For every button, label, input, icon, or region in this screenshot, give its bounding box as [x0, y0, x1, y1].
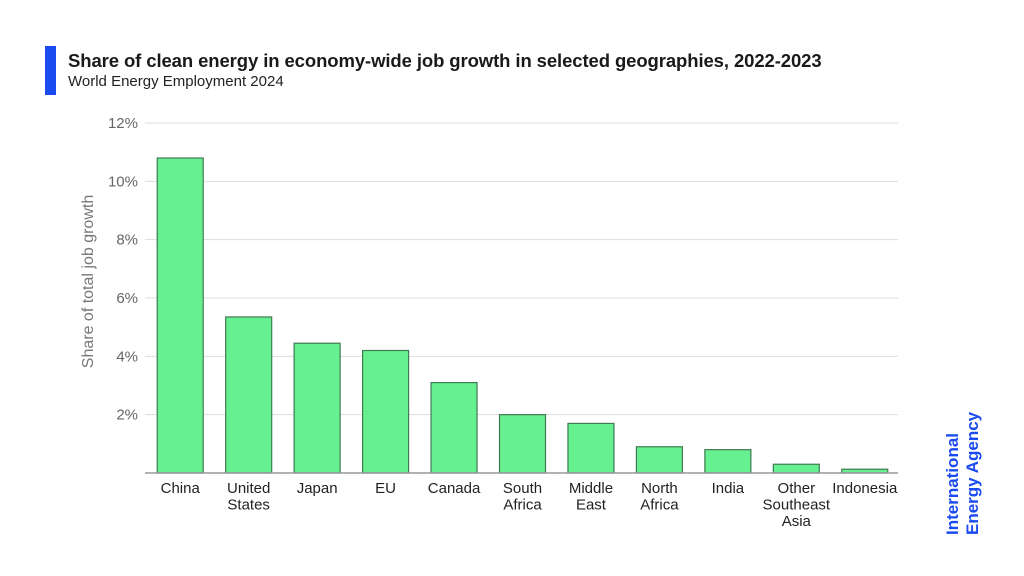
logo-line-2: Energy Agency [963, 411, 982, 535]
bar [772, 463, 820, 474]
bar [704, 449, 752, 474]
iea-logo: International Energy Agency [943, 411, 982, 535]
x-tick-label: Canada [428, 480, 481, 497]
bar [635, 446, 684, 474]
chart-subtitle: World Energy Employment 2024 [68, 73, 284, 90]
bar [498, 414, 547, 474]
bar [156, 157, 204, 474]
bars [156, 157, 889, 474]
y-axis-label: Share of total job growth [80, 195, 97, 368]
logo-line-1: International [943, 433, 962, 535]
x-tick-label: Japan [297, 480, 338, 497]
x-tick-label: Other Southeast Asia [763, 480, 831, 530]
x-tick-label: North Africa [640, 480, 679, 514]
y-tick-label: 4% [116, 348, 138, 365]
y-axis-ticks: 2% 4% 6% 8% 10% 12% [108, 115, 138, 424]
x-tick-label: EU [375, 480, 396, 497]
bar [361, 349, 410, 474]
bar [293, 342, 341, 474]
x-axis-labels: China United States Japan EU Canada South Afric… [161, 480, 898, 530]
x-tick-label: South Africa [503, 480, 542, 514]
y-tick-label: 2% [116, 407, 138, 424]
y-tick-label: 8% [116, 232, 138, 249]
y-tick-label: 12% [108, 115, 138, 132]
y-tick-label: 10% [108, 173, 138, 190]
bar [567, 422, 615, 474]
x-tick-label: Indonesia [832, 480, 898, 497]
bar [430, 381, 478, 474]
bar [225, 316, 273, 474]
x-tick-label: United States [227, 480, 270, 514]
x-tick-label: China [161, 480, 201, 497]
chart-title: Share of clean energy in economy-wide jo… [68, 50, 822, 71]
x-tick-label: India [712, 480, 745, 497]
title-accent-bar [45, 46, 56, 95]
x-tick-label: Middle East [569, 480, 613, 514]
y-tick-label: 6% [116, 290, 138, 307]
